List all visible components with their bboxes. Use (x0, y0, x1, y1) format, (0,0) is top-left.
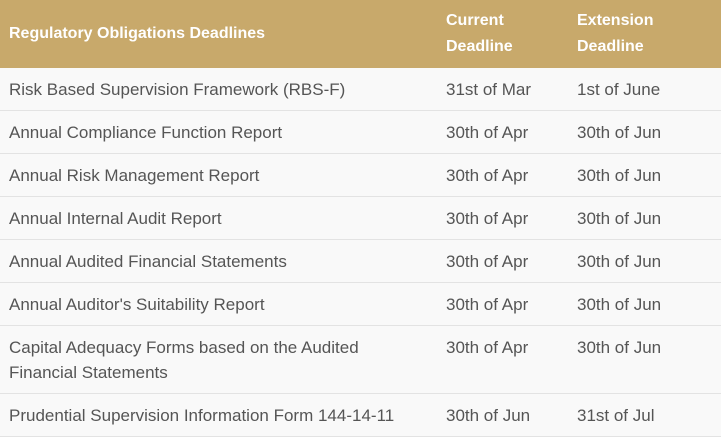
current-deadline-cell: 30th of Apr (437, 153, 568, 197)
table-row: Capital Adequacy Forms based on the Audi… (0, 325, 721, 394)
table-row: Prudential Supervision Information Form … (0, 393, 721, 437)
extension-deadline-cell: 31st of Jul (568, 393, 721, 437)
current-deadline-cell: 30th of Jun (437, 393, 568, 437)
extension-deadline-cell: 30th of Jun (568, 282, 721, 326)
extension-deadline-cell: 30th of Jun (568, 153, 721, 197)
extension-deadline-cell: 30th of Jun (568, 325, 721, 394)
table-row: Annual Internal Audit Report 30th of Apr… (0, 196, 721, 240)
obligation-cell: Annual Auditor's Suitability Report (0, 282, 437, 326)
current-deadline-cell: 30th of Apr (437, 239, 568, 283)
header-extension-deadline: Extension Deadline (577, 12, 654, 55)
table-row: Annual Risk Management Report 30th of Ap… (0, 153, 721, 197)
current-deadline-cell: 30th of Apr (437, 325, 568, 394)
current-deadline-cell: 30th of Apr (437, 282, 568, 326)
current-deadline-cell: 30th of Apr (437, 196, 568, 240)
table-body: Risk Based Supervision Framework (RBS-F)… (0, 68, 721, 437)
extension-deadline-cell: 30th of Jun (568, 196, 721, 240)
table-header: Regulatory Obligations Deadlines Current… (0, 0, 721, 68)
obligation-cell: Risk Based Supervision Framework (RBS-F) (0, 68, 437, 111)
obligation-cell: Capital Adequacy Forms based on the Audi… (0, 325, 437, 394)
table-row: Annual Compliance Function Report 30th o… (0, 110, 721, 154)
current-deadline-cell: 30th of Apr (437, 110, 568, 154)
table-row: Annual Audited Financial Statements 30th… (0, 239, 721, 283)
obligation-cell: Annual Internal Audit Report (0, 196, 437, 240)
extension-deadline-cell: 30th of Jun (568, 110, 721, 154)
table-row: Risk Based Supervision Framework (RBS-F)… (0, 68, 721, 111)
header-current-deadline: Current Deadline (446, 12, 513, 55)
obligation-cell: Annual Audited Financial Statements (0, 239, 437, 283)
obligation-cell: Prudential Supervision Information Form … (0, 393, 437, 437)
header-obligation: Regulatory Obligations Deadlines (9, 25, 266, 42)
extension-deadline-cell: 30th of Jun (568, 239, 721, 283)
table-row: Annual Auditor's Suitability Report 30th… (0, 282, 721, 326)
header-row: Regulatory Obligations Deadlines Current… (0, 0, 721, 68)
obligation-cell: Annual Compliance Function Report (0, 110, 437, 154)
current-deadline-cell: 31st of Mar (437, 68, 568, 111)
extension-deadline-cell: 1st of June (568, 68, 721, 111)
obligation-cell: Annual Risk Management Report (0, 153, 437, 197)
